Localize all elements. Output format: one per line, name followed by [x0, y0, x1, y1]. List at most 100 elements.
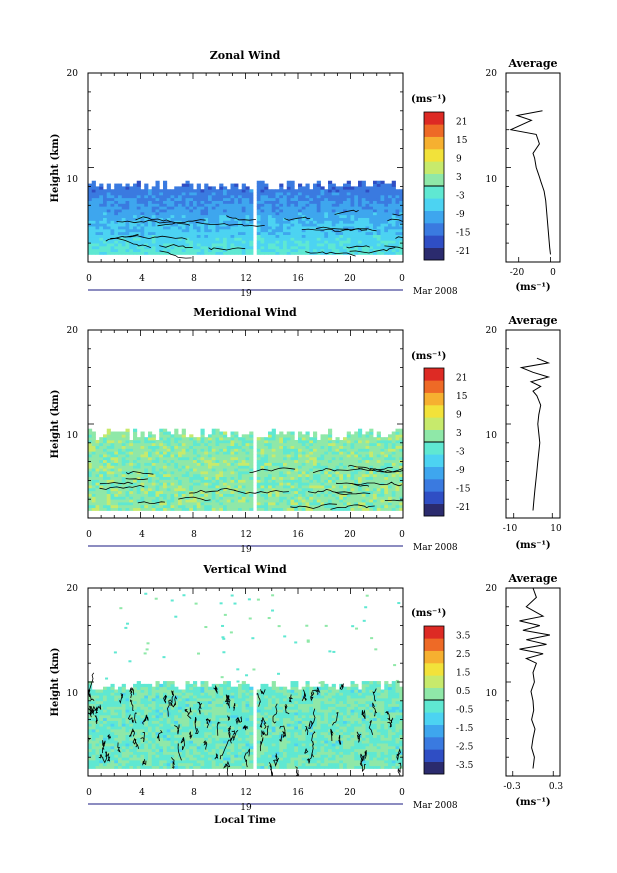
heatmap-cell: [170, 240, 175, 244]
heatmap-cell: [170, 471, 175, 475]
heatmap-cell: [106, 183, 111, 187]
heatmap-cell: [399, 237, 403, 241]
heatmap-cell: [223, 220, 228, 224]
heatmap-cell: [234, 499, 239, 503]
heatmap-cell: [91, 743, 96, 747]
heatmap-cell: [316, 211, 321, 216]
heatmap-cell: [106, 442, 111, 447]
heatmap-cell: [181, 451, 186, 455]
heatmap-cell: [88, 465, 93, 469]
heatmap-cell: [241, 248, 246, 252]
heatmap-cell: [376, 437, 381, 441]
heatmap-cell: [335, 197, 340, 201]
heatmap-cell: [91, 748, 96, 752]
heatmap-cell: [376, 434, 381, 438]
heatmap-cell: [136, 240, 141, 244]
heatmap-cell: [343, 186, 348, 190]
heatmap-cell: [305, 456, 310, 461]
heatmap-cell: [391, 180, 396, 184]
heatmap-cell: [200, 431, 205, 435]
heatmap-cell: [181, 217, 186, 221]
heatmap-cell: [256, 200, 261, 204]
heatmap-cell: [350, 476, 355, 480]
heatmap-cell: [200, 507, 205, 511]
heatmap-cell: [118, 251, 123, 255]
heatmap-cell: [95, 700, 100, 705]
heatmap-cell: [339, 442, 344, 447]
heatmap-cell: [268, 437, 273, 441]
heatmap-cell: [200, 197, 205, 201]
heatmap-cell: [125, 456, 130, 461]
heatmap-cell: [343, 217, 348, 221]
heatmap-cell: [264, 203, 269, 207]
heatmap-cell: [279, 211, 284, 216]
heatmap-cell: [373, 459, 378, 463]
heatmap-cell: [343, 439, 348, 444]
heatmap-cell: [88, 490, 93, 494]
heatmap-cell: [373, 490, 378, 494]
heatmap-cell: [268, 456, 273, 461]
heatmap-cell: [249, 234, 254, 238]
heatmap-cell: [328, 217, 333, 221]
heatmap-cell: [395, 220, 400, 224]
heatmap-cell: [211, 459, 216, 463]
heatmap-cell: [118, 482, 123, 486]
heatmap-cell: [331, 456, 336, 461]
heatmap-cell: [388, 459, 393, 463]
heatmap-cell: [230, 248, 235, 252]
heatmap-cell: [271, 437, 276, 441]
heatmap-cell: [294, 240, 299, 244]
heatmap-cell: [178, 231, 183, 235]
heatmap-cell: [215, 504, 220, 509]
heatmap-cell: [196, 448, 201, 452]
heatmap-cell: [305, 454, 310, 458]
heatmap-cell: [391, 459, 396, 463]
heatmap-cell: [298, 183, 303, 187]
heatmap-cell: [219, 456, 224, 461]
heatmap-cell: [316, 465, 321, 469]
heatmap-cell: [223, 203, 228, 207]
heatmap-cell: [196, 456, 201, 461]
heatmap-cell: [91, 240, 96, 244]
heatmap-cell: [185, 226, 190, 230]
heatmap-cell: [391, 479, 396, 483]
y-axis-label: Height (km): [50, 390, 61, 459]
heatmap-cell: [369, 214, 374, 218]
heatmap-cell: [223, 471, 228, 475]
heatmap-cell: [283, 243, 288, 247]
heatmap-cell: [260, 456, 265, 461]
heatmap-cell: [313, 211, 318, 216]
heatmap-cell: [110, 448, 115, 452]
heatmap-cell: [193, 437, 198, 441]
heatmap-cell: [185, 442, 190, 447]
heatmap-cell: [309, 217, 314, 221]
heatmap-cell: [110, 487, 115, 492]
heatmap-cell: [99, 442, 104, 447]
heatmap-cell: [313, 220, 318, 224]
heatmap-cell: [136, 223, 141, 227]
heatmap-cell: [384, 189, 389, 193]
heatmap-cell: [350, 237, 355, 241]
heatmap-cell: [178, 240, 183, 244]
heatmap-cell: [133, 709, 138, 713]
heatmap-cell: [388, 462, 393, 466]
heatmap-cell: [361, 451, 366, 455]
heatmap-cell: [106, 493, 111, 497]
heatmap-cell: [376, 214, 381, 218]
heatmap-cell: [294, 476, 299, 480]
heatmap-cell: [95, 504, 100, 509]
heatmap-cell: [174, 459, 179, 463]
heatmap-cell: [121, 703, 126, 707]
heatmap-cell: [286, 231, 291, 235]
heatmap-cell: [144, 445, 149, 449]
heatmap-cell: [88, 748, 93, 752]
heatmap-cell: [331, 490, 336, 494]
heatmap-cell: [223, 499, 228, 503]
heatmap-cell: [114, 737, 119, 741]
heatmap-cell: [118, 217, 123, 221]
heatmap-cell: [121, 692, 126, 696]
heatmap-cell: [99, 220, 104, 224]
heatmap-cell: [271, 214, 276, 218]
heatmap-cell: [271, 248, 276, 252]
heatmap-cell: [298, 243, 303, 247]
